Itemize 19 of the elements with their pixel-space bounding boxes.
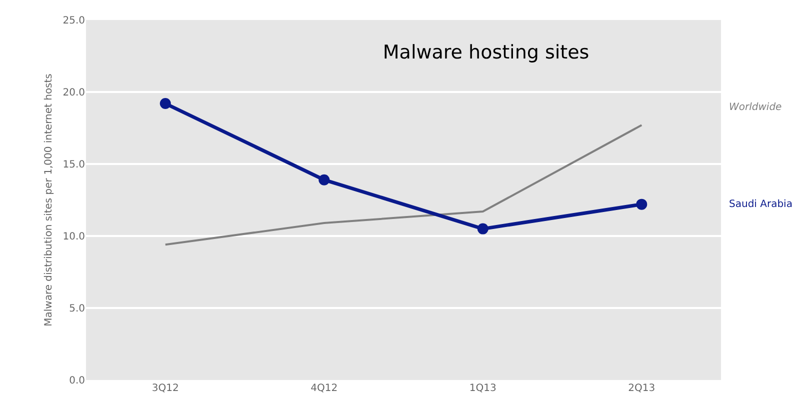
y-axis-title: Malware distribution sites per 1,000 internet hosts [44, 74, 55, 326]
y-tick-label: 5.0 [69, 304, 85, 314]
line-series [164, 124, 643, 246]
point [477, 223, 488, 234]
y-tick-label: 0.0 [69, 376, 85, 386]
y-tick-label: 10.0 [62, 232, 85, 242]
text: Saudi Arabia [729, 199, 792, 210]
text: Malware hosting sites [382, 42, 590, 64]
point [636, 198, 648, 210]
y-tick-label: 25.0 [62, 16, 85, 26]
y-tick-label: 15.0 [62, 160, 85, 170]
x-tick-label: 3Q12 [152, 383, 179, 394]
point [160, 98, 171, 110]
x-tick-label: 4Q12 [310, 383, 338, 394]
point [318, 174, 330, 186]
x-tick-label: 2Q13 [628, 383, 656, 394]
text: Worldwide [729, 102, 782, 113]
x-tick-label: 1Q13 [469, 383, 496, 394]
y-tick-label: 20.0 [62, 88, 85, 98]
